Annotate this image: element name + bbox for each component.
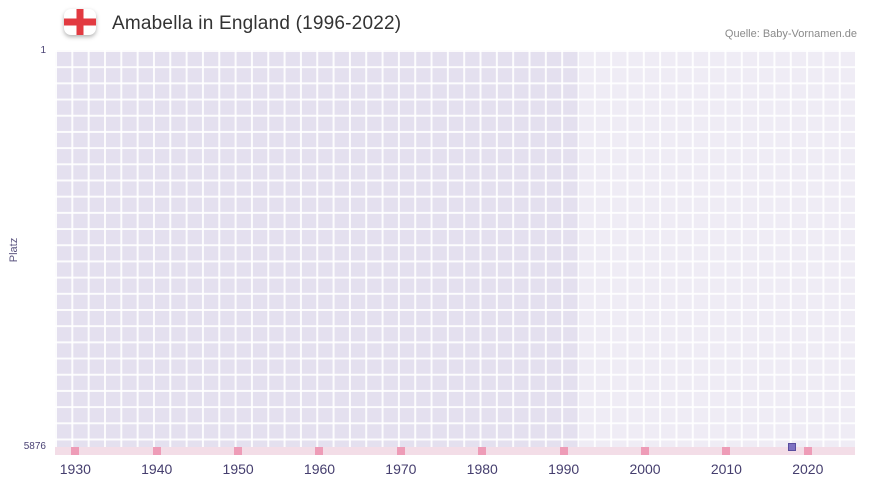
- plot-area: [55, 50, 855, 455]
- decade-marker: [559, 447, 568, 455]
- decade-marker: [478, 447, 487, 455]
- baseline-row: [55, 447, 855, 455]
- x-tick-label: 1990: [548, 461, 580, 477]
- source-credit: Quelle: Baby-Vornamen.de: [724, 28, 857, 40]
- data-point[interactable]: [787, 443, 796, 451]
- x-tick-label: 2010: [710, 461, 742, 477]
- decade-marker: [803, 447, 812, 455]
- decade-marker: [152, 447, 161, 455]
- x-tick-label: 1950: [222, 461, 254, 477]
- chart-title: Amabella in England (1996-2022): [112, 13, 402, 34]
- y-tick-label-bottom: 5876: [23, 441, 46, 452]
- y-tick-label-top: 1: [40, 45, 46, 56]
- decade-marker: [641, 447, 650, 455]
- highlight-region: [579, 50, 855, 455]
- x-tick-label: 1960: [303, 461, 336, 477]
- decade-marker: [315, 447, 324, 455]
- x-tick-label: 2020: [792, 461, 824, 477]
- england-flag-icon: [64, 9, 96, 35]
- x-tick-label: 1940: [141, 461, 173, 477]
- decade-marker: [234, 447, 243, 455]
- x-tick-label: 1980: [466, 461, 498, 477]
- x-tick-label: 2000: [629, 461, 661, 477]
- x-tick-label: 1970: [385, 461, 417, 477]
- x-tick-label: 1930: [59, 461, 91, 477]
- y-axis-label: Platz: [8, 237, 20, 263]
- decade-marker: [71, 447, 80, 455]
- x-axis: 1930 1940 1950 1960 1970 1980 1990 2000 2010 2020: [55, 461, 855, 483]
- decade-marker: [396, 447, 405, 455]
- decade-marker: [722, 447, 731, 455]
